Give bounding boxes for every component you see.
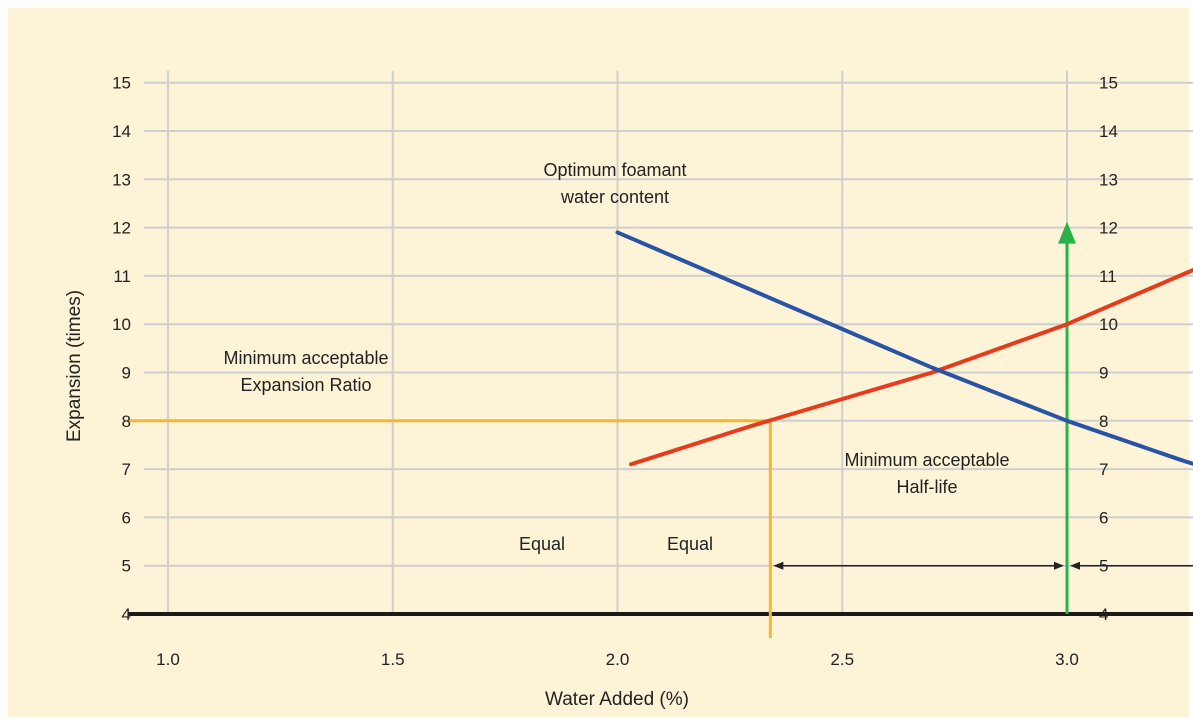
- y-tick-label-right: 9: [1099, 364, 1108, 383]
- equal-arrow-left-head-left: [773, 561, 784, 570]
- y-tick-label-right: 11: [1099, 267, 1117, 286]
- y-tick-label-right: 15: [1099, 74, 1118, 93]
- y-tick-label-right: 8: [1099, 412, 1108, 431]
- y-tick-label-left: 5: [122, 557, 131, 576]
- y-tick-label-left: 11: [113, 267, 131, 286]
- equal-arrow-right-head-left: [1070, 561, 1080, 570]
- series-line-1: [628, 267, 1193, 467]
- series-line-2: [615, 230, 1193, 466]
- equal-label-right: Equal: [667, 534, 713, 554]
- y-tick-label-left: 12: [112, 219, 131, 238]
- optimum-annotation-line2: water content: [560, 187, 669, 207]
- y-tick-label-right: 4: [1099, 605, 1108, 624]
- y-tick-label-right: 5: [1099, 557, 1108, 576]
- min-half-life-annotation-line1: Minimum acceptable: [844, 450, 1009, 470]
- y-tick-label-right: 6: [1099, 508, 1108, 527]
- y-tick-label-left: 8: [122, 412, 131, 431]
- reference-lines: [128, 221, 1193, 638]
- grid: [144, 70, 1193, 615]
- y-tick-label-right: 12: [1099, 219, 1118, 238]
- y-tick-label-left: 7: [122, 460, 131, 479]
- equal-label-left: Equal: [519, 534, 565, 554]
- y-tick-label-right: 7: [1099, 460, 1108, 479]
- equal-arrow-left-head-right: [1054, 561, 1064, 570]
- min-expansion-annotation-line2: Expansion Ratio: [240, 375, 371, 395]
- y-tick-label-left: 9: [122, 364, 131, 383]
- y-tick-label-right: 13: [1099, 170, 1118, 189]
- min-expansion-line: [128, 419, 772, 638]
- x-tick-label: 1.5: [381, 650, 405, 669]
- y-tick-label-left: 15: [112, 74, 131, 93]
- optimum-annotation-line1: Optimum foamant: [543, 160, 686, 180]
- series-lines: [615, 230, 1193, 467]
- y-tick-label-left: 4: [122, 605, 131, 624]
- x-axis-label: Water Added (%): [545, 689, 689, 710]
- y-axis-label: Expansion (times): [64, 290, 85, 442]
- x-tick-label: 2.0: [606, 650, 630, 669]
- min-expansion-annotation-line1: Minimum acceptable: [223, 348, 388, 368]
- tick-labels: 1.01.52.02.53.03.54.04.55.04455667788991…: [112, 74, 1118, 669]
- x-tick-label: 3.0: [1055, 650, 1079, 669]
- min-half-life-annotation-line2: Half-life: [896, 477, 957, 497]
- y-tick-label-left: 10: [112, 315, 131, 334]
- x-tick-label: 2.5: [830, 650, 854, 669]
- optimum-arrowhead: [1058, 221, 1076, 244]
- y-tick-label-left: 14: [112, 122, 131, 141]
- chart-panel: [8, 8, 1189, 717]
- y-tick-label-right: 10: [1099, 315, 1118, 334]
- y-tick-label-left: 13: [112, 170, 131, 189]
- y-tick-label-right: 14: [1099, 122, 1118, 141]
- y-tick-label-left: 6: [122, 508, 131, 527]
- x-tick-label: 1.0: [156, 650, 180, 669]
